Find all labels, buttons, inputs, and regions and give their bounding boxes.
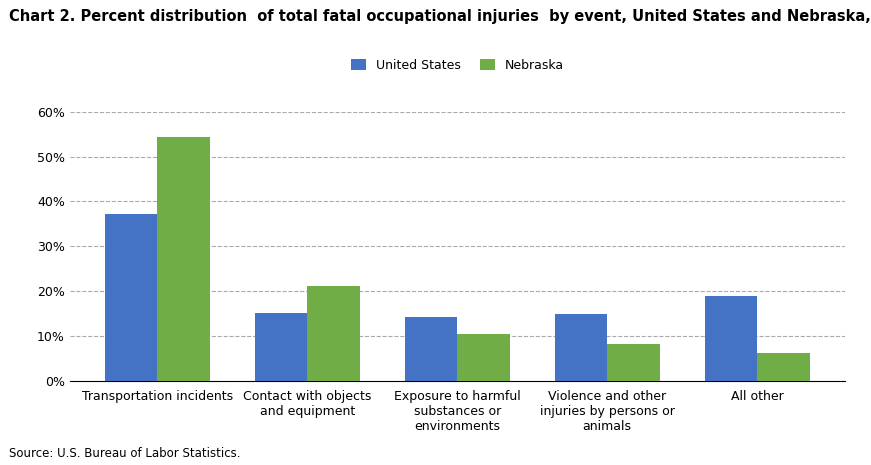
Bar — [255, 313, 307, 381]
Bar — [307, 286, 360, 381]
Legend: United States, Nebraska: United States, Nebraska — [351, 59, 564, 72]
Text: Chart 2. Percent distribution  of total fatal occupational injuries  by event, U: Chart 2. Percent distribution of total f… — [9, 9, 871, 24]
Bar — [457, 334, 510, 381]
Bar — [555, 314, 607, 381]
Bar — [705, 296, 757, 381]
Bar — [607, 344, 659, 381]
Bar — [158, 137, 210, 381]
Bar — [405, 317, 457, 381]
Bar — [757, 353, 810, 381]
Text: Source: U.S. Bureau of Labor Statistics.: Source: U.S. Bureau of Labor Statistics. — [9, 447, 240, 460]
Bar — [105, 214, 158, 381]
